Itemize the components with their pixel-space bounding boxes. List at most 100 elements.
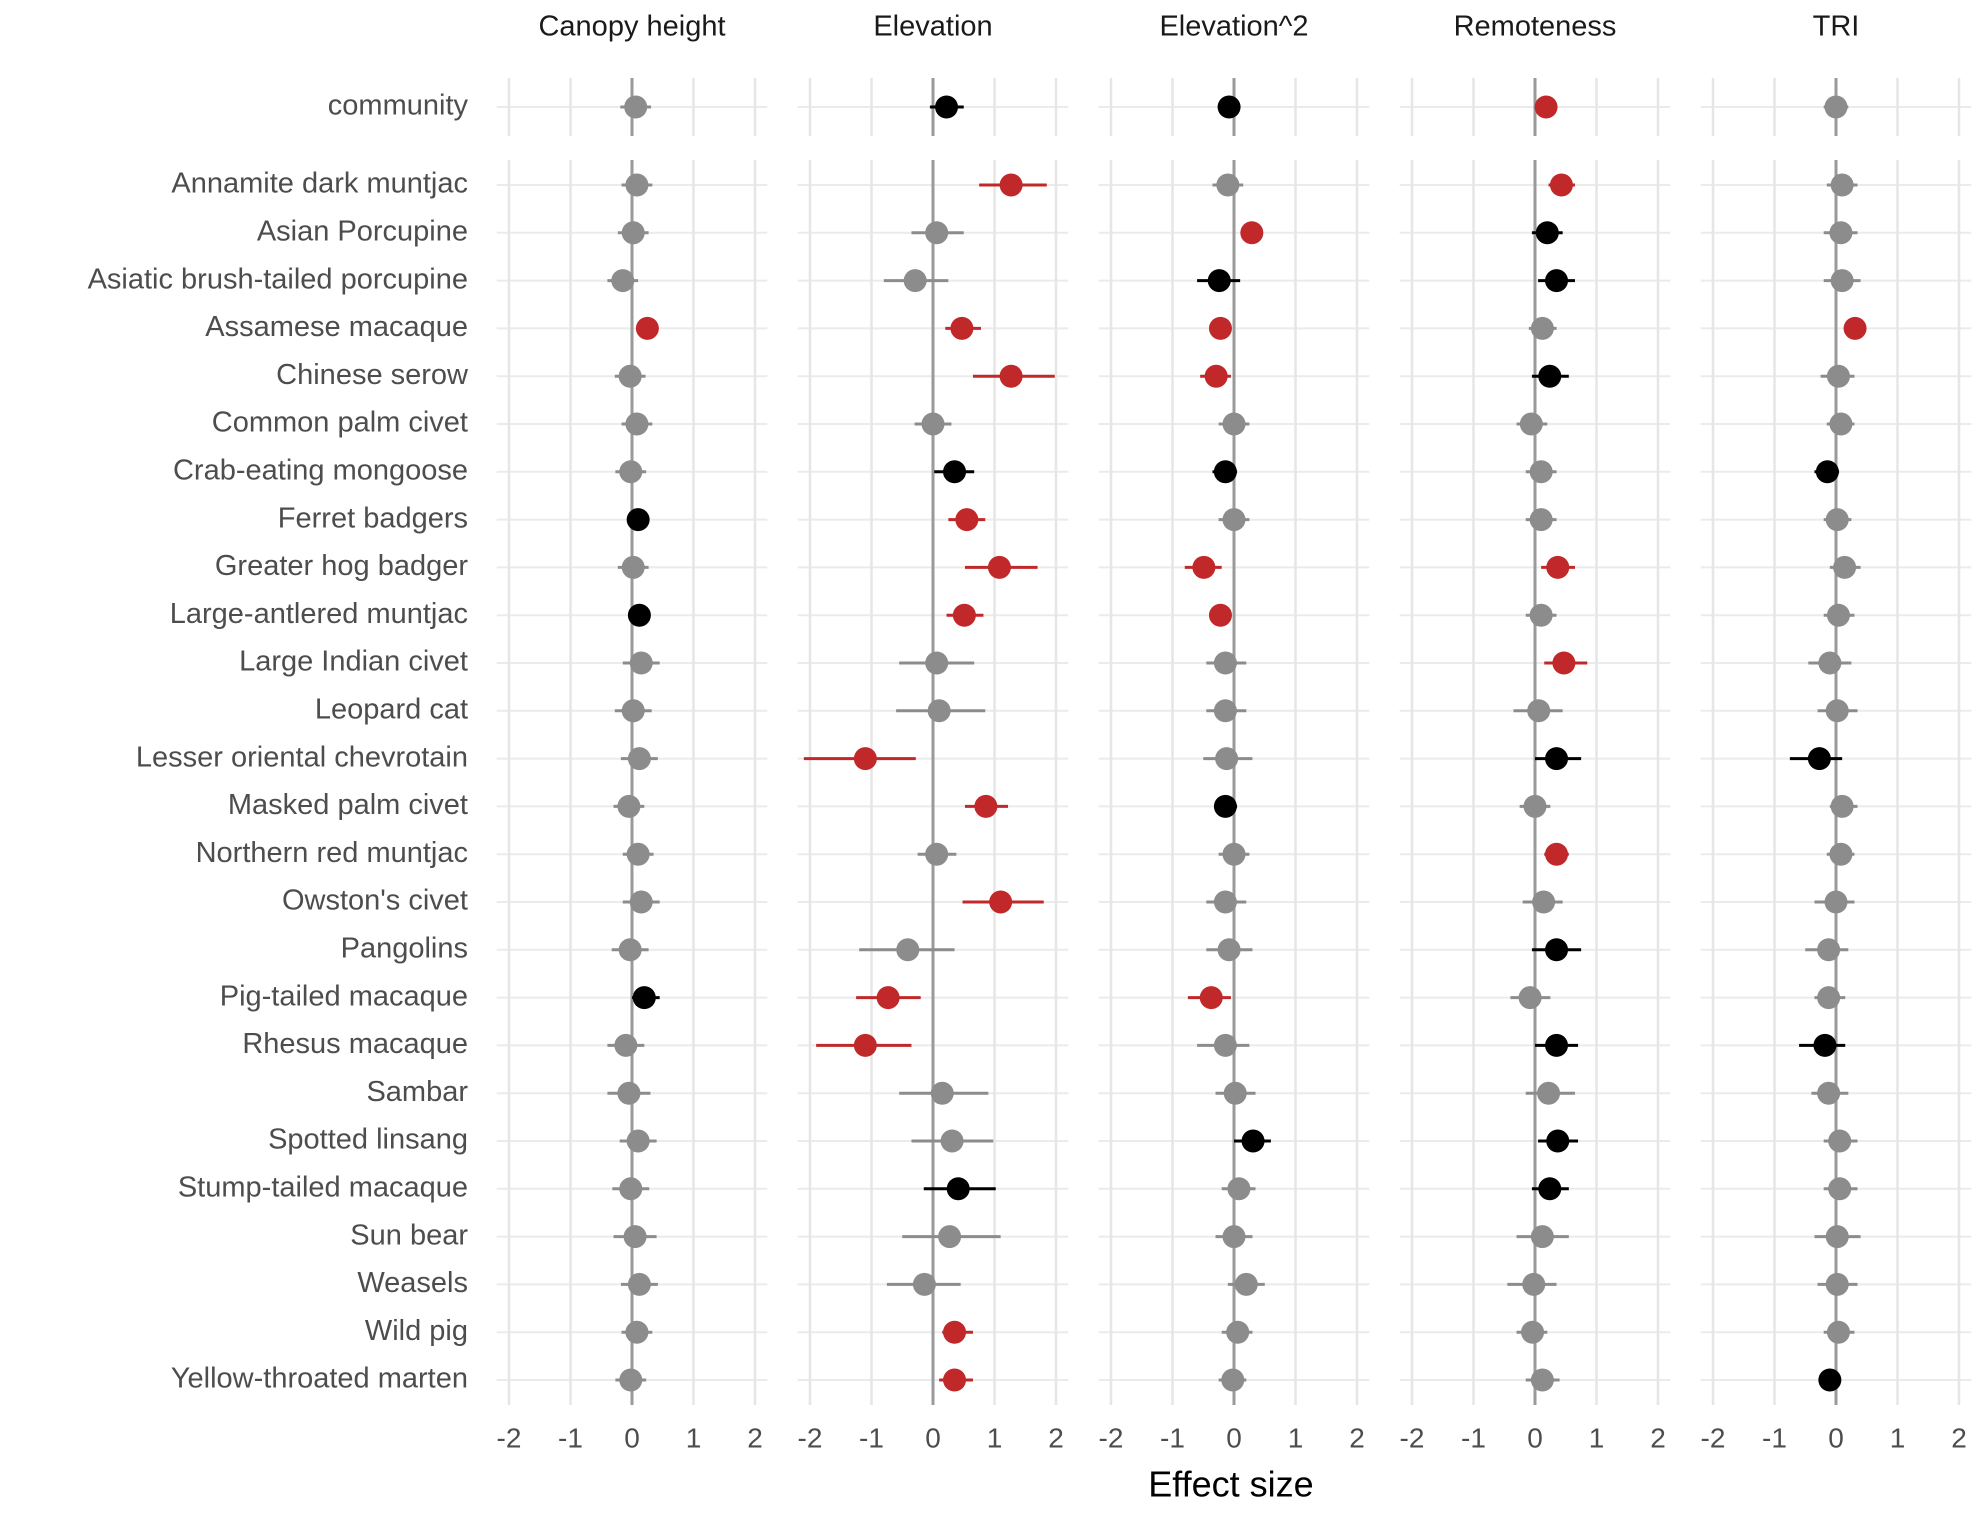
point — [1518, 986, 1542, 1010]
point — [930, 1081, 954, 1105]
point — [1545, 938, 1569, 962]
point — [1204, 364, 1228, 388]
point — [1829, 412, 1853, 436]
point — [952, 603, 976, 627]
point — [1530, 1225, 1554, 1249]
point — [925, 842, 949, 866]
point — [989, 890, 1013, 914]
point — [1825, 1225, 1849, 1249]
point — [943, 1320, 967, 1344]
point — [925, 651, 949, 675]
y-tick-label: Pangolins — [341, 932, 468, 964]
point — [1545, 269, 1569, 293]
facet-title: TRI — [1813, 11, 1860, 43]
y-tick-label: Asian Porcupine — [257, 215, 468, 247]
point — [938, 1225, 962, 1249]
point — [1826, 364, 1850, 388]
x-tick-label: 1 — [1288, 1422, 1304, 1453]
point — [1824, 890, 1848, 914]
point — [1829, 221, 1853, 245]
point — [621, 221, 645, 245]
point — [625, 412, 649, 436]
facet-title: Elevation — [873, 11, 992, 43]
point — [1833, 555, 1857, 579]
point — [626, 842, 650, 866]
facet: Elevation -2 -1 0 1 2 — [798, 11, 1069, 1453]
point — [1213, 1033, 1237, 1057]
y-tick-label: Crab-eating mongoose — [173, 454, 468, 486]
point — [1216, 173, 1240, 197]
point — [619, 1368, 643, 1392]
y-tick-label: Annamite dark muntjac — [171, 168, 468, 200]
facet: TRI -2 -1 0 1 2 — [1701, 11, 1972, 1453]
point — [1208, 316, 1232, 340]
x-tick-label: -1 — [1160, 1422, 1185, 1453]
point — [1549, 173, 1573, 197]
point — [1529, 508, 1553, 532]
point — [940, 1129, 964, 1153]
x-tick-label: 0 — [1527, 1422, 1543, 1453]
facet: Remoteness -2 -1 0 1 2 — [1400, 11, 1671, 1453]
point — [1241, 1129, 1265, 1153]
point — [625, 1320, 649, 1344]
x-tick-label: -1 — [1461, 1422, 1486, 1453]
x-tick-label: -2 — [1400, 1422, 1425, 1453]
point — [1529, 603, 1553, 627]
point — [1213, 890, 1237, 914]
x-tick-label: 1 — [686, 1422, 702, 1453]
point — [1535, 221, 1559, 245]
point — [1825, 1272, 1849, 1296]
point — [943, 1368, 967, 1392]
point — [1213, 699, 1237, 723]
x-tick-label: -1 — [1762, 1422, 1787, 1453]
y-tick-label: Assamese macaque — [205, 311, 468, 343]
point — [943, 460, 967, 484]
point — [1192, 555, 1216, 579]
point — [927, 699, 951, 723]
facet: Canopy height -2 -1 0 1 2 — [497, 11, 768, 1453]
point — [1829, 842, 1853, 866]
point — [1818, 651, 1842, 675]
point — [987, 555, 1011, 579]
x-tick-label: 1 — [1589, 1422, 1605, 1453]
y-tick-label: community — [328, 90, 469, 122]
facet: Elevation^2 -2 -1 0 1 2 — [1099, 11, 1370, 1453]
point — [627, 747, 651, 771]
point — [999, 173, 1023, 197]
y-tick-label: Greater hog badger — [215, 550, 468, 582]
point — [1818, 1368, 1842, 1392]
point — [1199, 986, 1223, 1010]
point — [1207, 269, 1231, 293]
x-tick-label: 2 — [1048, 1422, 1064, 1453]
point — [912, 1272, 936, 1296]
y-tick-label: Weasels — [357, 1267, 468, 1299]
point — [1213, 794, 1237, 818]
x-tick-label: 1 — [987, 1422, 1003, 1453]
point — [921, 412, 945, 436]
facet-title: Canopy height — [538, 11, 725, 43]
point — [1546, 1129, 1570, 1153]
y-tick-label: Owston's civet — [282, 885, 468, 917]
point — [1223, 1081, 1247, 1105]
point — [950, 316, 974, 340]
point — [619, 1177, 643, 1201]
point — [1234, 1272, 1258, 1296]
point — [611, 269, 635, 293]
x-tick-label: -1 — [859, 1422, 884, 1453]
point — [1537, 1081, 1561, 1105]
point — [618, 364, 642, 388]
x-tick-label: 0 — [624, 1422, 640, 1453]
point — [617, 1081, 641, 1105]
x-tick-label: -2 — [497, 1422, 522, 1453]
x-tick-label: 0 — [925, 1422, 941, 1453]
point — [619, 460, 643, 484]
point — [1538, 364, 1562, 388]
facet-title: Remoteness — [1454, 11, 1617, 43]
point — [1825, 699, 1849, 723]
point — [627, 1272, 651, 1296]
point — [1240, 221, 1264, 245]
point — [1830, 794, 1854, 818]
facet-title: Elevation^2 — [1159, 11, 1308, 43]
y-tick-label: Leopard cat — [315, 693, 468, 725]
